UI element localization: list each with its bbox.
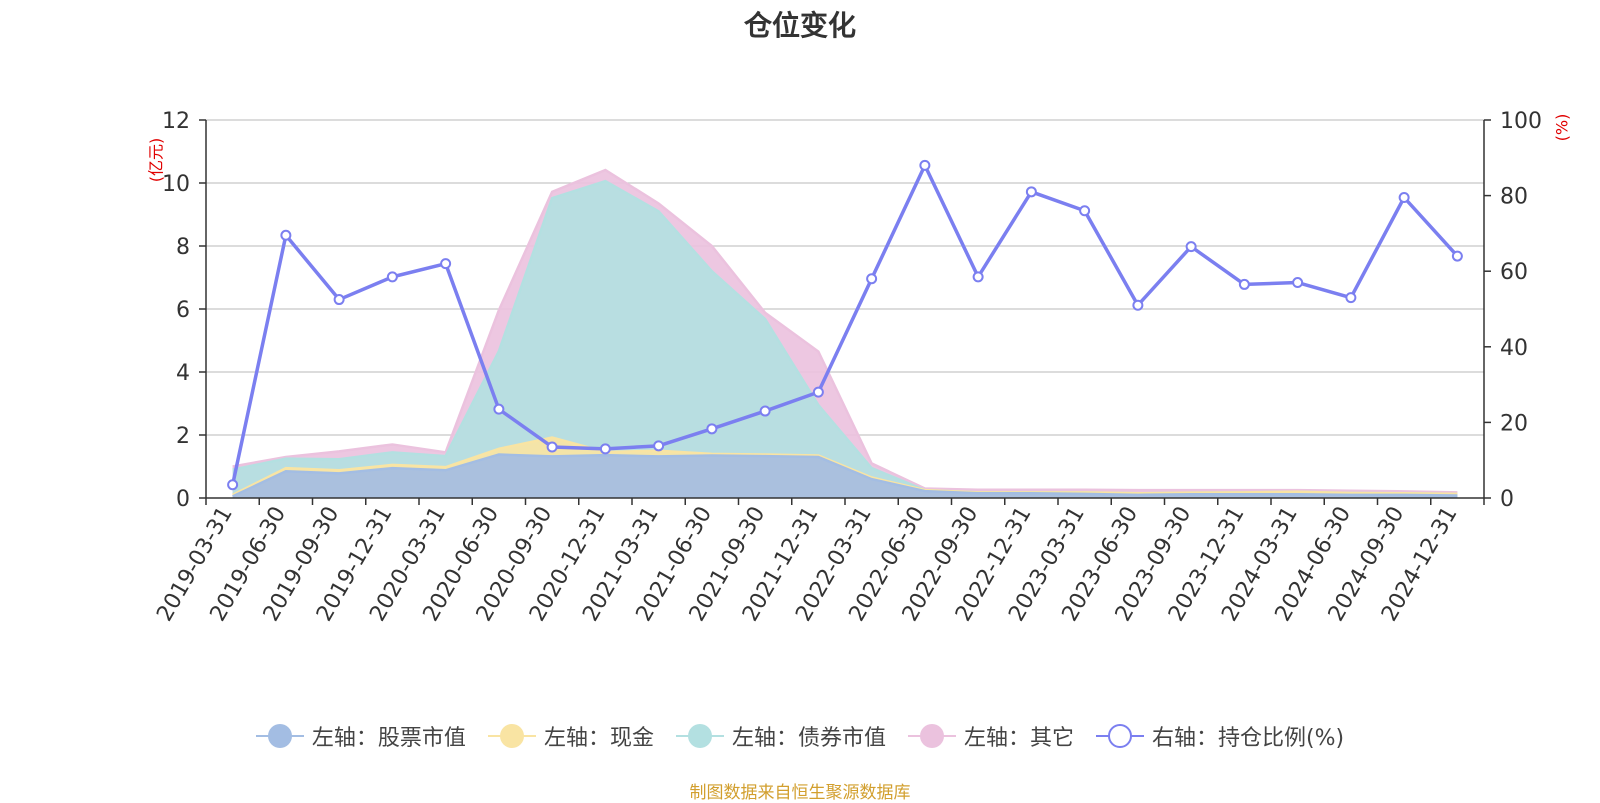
legend-label: 左轴：债券市值 [731,726,886,751]
line-point [493,403,505,415]
chart-title: 仓位变化 [743,9,856,42]
left-tick-label: 8 [176,235,190,260]
chart-legend: 左轴：股票市值 左轴：现金 左轴：债券市值 左轴：其它 右轴：持仓比例(%) [0,720,1600,752]
area-outline-左轴：其它 [232,168,1458,494]
line-point [1132,299,1144,311]
legend-swatch [255,723,304,749]
line-point [1025,186,1037,198]
source-note: 制图数据来自恒生聚源数据库 [689,783,911,803]
line-point [1238,278,1250,290]
legend-item[interactable]: 左轴：其它 [907,720,1074,752]
legend-label: 左轴：现金 [543,726,654,751]
legend-swatch [675,723,724,749]
legend-swatch-dot [1107,724,1132,748]
legend-label: 右轴：持仓比例(%) [1151,726,1345,751]
plot-area: 0246810120204060801002019-03-312019-06-3… [152,109,1542,626]
area-outline-左轴：现金 [232,436,1458,496]
left-tick-label: 2 [176,424,190,449]
left-tick-label: 4 [176,361,190,386]
line-point [280,229,292,241]
legend-swatch [1095,723,1144,749]
right-tick-label: 20 [1500,411,1528,436]
line-point [1451,250,1463,262]
line-point [440,258,452,270]
line-point [653,440,665,452]
legend-swatch-dot [919,724,944,748]
right-tick-label: 0 [1500,487,1514,512]
line-point [1398,191,1410,203]
legend-item[interactable]: 左轴：现金 [487,720,654,752]
right-tick-label: 100 [1500,109,1542,134]
left-tick-label: 6 [176,298,190,323]
legend-item[interactable]: 左轴：债券市值 [675,720,886,752]
area-左轴：债券市值 [232,181,1458,499]
line-point [1292,277,1304,289]
legend-swatch-dot [499,724,524,748]
line-point [227,479,239,491]
legend-label: 左轴：其它 [963,726,1074,751]
legend-label: 左轴：股票市值 [311,726,466,751]
area-左轴：股票市值 [232,454,1458,498]
line-point [812,386,824,398]
line-point [546,441,558,453]
right-tick-label: 60 [1500,260,1528,285]
line-point [706,423,718,435]
line-point [386,271,398,283]
line-point [972,271,984,283]
right-tick-label: 40 [1500,336,1528,361]
legend-swatch-dot [687,724,712,748]
line-point [919,159,931,171]
left-tick-label: 10 [162,172,190,197]
line-point [333,294,345,306]
area-outline-左轴：股票市值 [232,453,1458,498]
line-point [866,273,878,285]
line-point [599,443,611,455]
left-tick-label: 12 [162,109,190,134]
line-point [1345,292,1357,304]
line-point [1079,205,1091,217]
legend-item[interactable]: 右轴：持仓比例(%) [1095,720,1345,752]
line-point [1185,241,1197,253]
right-tick-label: 80 [1500,185,1528,210]
legend-item[interactable]: 左轴：股票市值 [255,720,466,752]
legend-swatch [487,723,536,749]
left-tick-label: 0 [176,487,190,512]
legend-swatch [907,723,956,749]
legend-swatch-dot [267,724,292,748]
line-point [759,405,771,417]
line-holding-ratio [230,163,1459,486]
